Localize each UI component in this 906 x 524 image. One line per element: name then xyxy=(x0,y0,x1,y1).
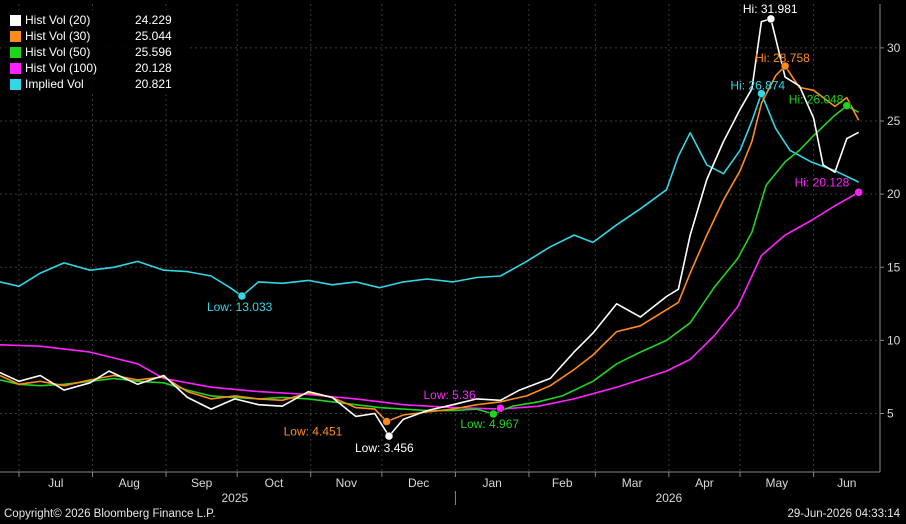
year-label: 2026 xyxy=(656,491,683,505)
annotation-label: Low: 4.967 xyxy=(460,417,519,431)
y-tick-label: 15 xyxy=(887,260,901,274)
series-layer xyxy=(0,18,860,437)
legend-series-value: 24.229 xyxy=(135,13,172,27)
x-tick-label: Dec xyxy=(408,476,429,490)
legend-entry: Hist Vol (100) 20.128 xyxy=(10,60,183,76)
legend-series-value: 25.596 xyxy=(135,45,172,59)
annotation-label: Low: 3.456 xyxy=(355,441,414,455)
y-tick-label: 30 xyxy=(887,41,901,55)
annotation-marker xyxy=(766,14,776,24)
legend-series-name: Hist Vol (20) xyxy=(25,13,91,27)
x-tick-label: Apr xyxy=(695,476,714,490)
annotation-marker xyxy=(496,403,505,413)
x-tick-label: Feb xyxy=(552,476,573,490)
annotation-marker xyxy=(842,101,852,110)
annotation-label: Hi: 28.758 xyxy=(755,51,810,65)
annotation-marker xyxy=(489,409,498,419)
x-tick-label: Mar xyxy=(622,476,643,490)
copyright-text: Copyright© 2026 Bloomberg Finance L.P. xyxy=(4,508,216,520)
annotation-label: Low: 13.033 xyxy=(207,300,273,314)
annotation-marker xyxy=(757,89,766,98)
legend-series-value: 20.128 xyxy=(135,61,172,75)
annotation-label: Hi: 26.874 xyxy=(730,79,785,93)
annotation-label: Low: 5.36 xyxy=(423,388,475,402)
timestamp-text: 29-Jun-2026 04:33:14 xyxy=(787,508,900,520)
x-tick-label: Aug xyxy=(119,476,140,490)
legend-series-value: 25.044 xyxy=(135,29,172,43)
x-tick-label: Nov xyxy=(336,476,357,490)
y-tick-label: 10 xyxy=(887,333,901,347)
series-line-hist-vol-30 xyxy=(0,65,860,423)
annotation-marker xyxy=(237,291,247,301)
legend-entry: Hist Vol (50) 25.596 xyxy=(10,44,183,60)
series-line-hist-vol-100 xyxy=(0,191,860,410)
annotation-marker xyxy=(382,417,391,426)
legend-swatch xyxy=(10,46,21,58)
annotation-label: Hi: 31.981 xyxy=(743,2,798,16)
legend-series-name: Implied Vol xyxy=(25,77,84,91)
series-line-implied-vol xyxy=(0,92,860,297)
annotation-layer: Hi: 31.981 Low: 3.456 Hi: 28.758 Low: 4.451… xyxy=(207,2,863,455)
legend-series-name: Hist Vol (50) xyxy=(25,45,91,59)
annotation-marker xyxy=(780,61,790,71)
y-tick-label: 25 xyxy=(887,114,901,128)
x-tick-label: May xyxy=(765,476,788,490)
legend-swatch xyxy=(10,78,21,90)
annotation-label: Hi: 26.048 xyxy=(789,93,844,107)
y-tick-label: 5 xyxy=(887,407,894,421)
year-label: 2025 xyxy=(221,491,248,505)
annotation-marker xyxy=(854,188,863,197)
legend-swatch xyxy=(10,30,21,42)
x-tick-label: Sep xyxy=(191,476,213,490)
annotation-marker xyxy=(384,431,394,441)
x-tick-label: Jul xyxy=(48,476,63,490)
annotation-label: Hi: 20.128 xyxy=(795,175,850,189)
legend-series-value: 20.821 xyxy=(135,77,172,91)
legend-entry: Implied Vol 20.821 xyxy=(10,76,183,92)
series-line-hist-vol-50 xyxy=(0,104,860,415)
chart-legend: Hist Vol (20) 24.229 Hist Vol (30) 25.044 Hi… xyxy=(6,10,187,94)
x-tick-label: Jun xyxy=(837,476,856,490)
legend-series-name: Hist Vol (100) xyxy=(25,61,98,75)
legend-swatch xyxy=(10,62,21,74)
y-tick-label: 20 xyxy=(887,187,901,201)
legend-swatch xyxy=(10,14,21,26)
x-tick-label: Oct xyxy=(265,476,284,490)
legend-entry: Hist Vol (30) 25.044 xyxy=(10,28,183,44)
annotation-label: Low: 4.451 xyxy=(284,425,343,439)
legend-entry: Hist Vol (20) 24.229 xyxy=(10,12,183,28)
x-tick-label: Jan xyxy=(483,476,502,490)
legend-series-name: Hist Vol (30) xyxy=(25,29,91,43)
